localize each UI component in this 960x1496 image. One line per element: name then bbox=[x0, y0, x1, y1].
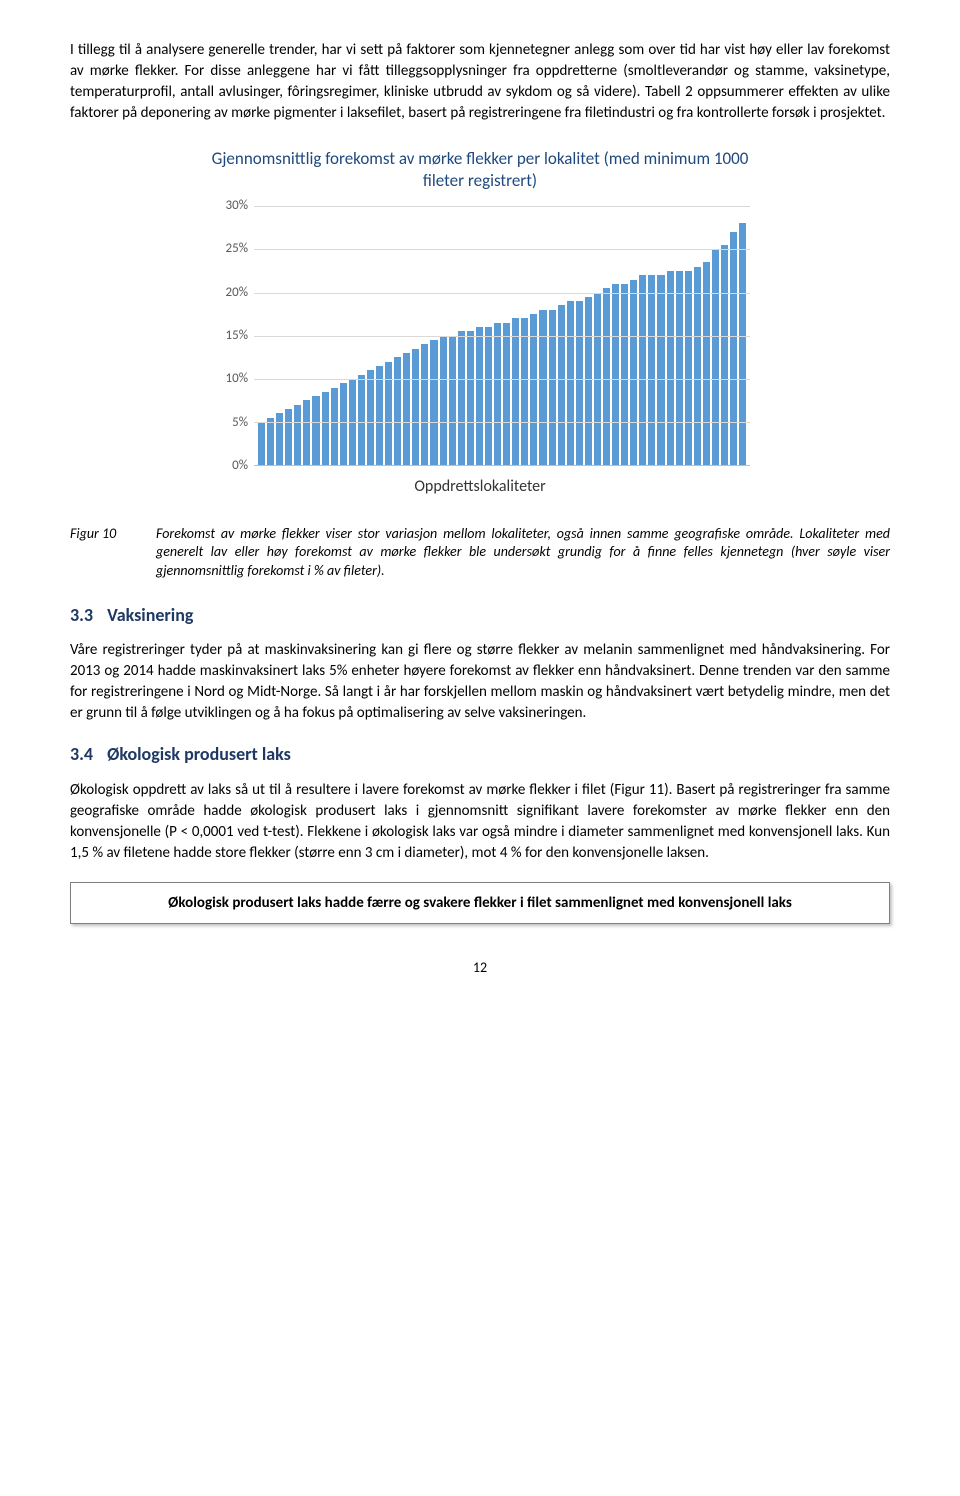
bar bbox=[467, 331, 474, 465]
bar bbox=[667, 271, 674, 465]
bar bbox=[312, 396, 319, 465]
bar bbox=[676, 271, 683, 465]
grid-line bbox=[254, 379, 750, 380]
bar bbox=[539, 310, 546, 465]
bar bbox=[294, 405, 301, 465]
bar bbox=[621, 284, 628, 465]
bar bbox=[285, 409, 292, 465]
bar bbox=[367, 370, 374, 465]
bar bbox=[685, 271, 692, 465]
section-number: 3.3 bbox=[70, 603, 93, 628]
section-heading-3-4: 3.4 Økologisk produsert laks bbox=[70, 742, 890, 767]
section-title: Økologisk produsert laks bbox=[107, 742, 291, 767]
y-tick-label: 30% bbox=[226, 197, 248, 215]
bar bbox=[530, 314, 537, 465]
bar bbox=[603, 288, 610, 465]
chart-plot bbox=[254, 206, 750, 466]
y-tick-label: 20% bbox=[226, 284, 248, 302]
bar bbox=[331, 388, 338, 466]
y-tick-label: 10% bbox=[226, 370, 248, 388]
grid-line bbox=[254, 249, 750, 250]
bar bbox=[440, 336, 447, 466]
y-axis: 0%5%10%15%20%25%30% bbox=[210, 206, 254, 466]
grid-line bbox=[254, 422, 750, 423]
bar bbox=[267, 418, 274, 465]
bar bbox=[558, 305, 565, 465]
bar bbox=[730, 232, 737, 465]
bar bbox=[694, 267, 701, 466]
bar bbox=[657, 275, 664, 465]
bar bbox=[512, 318, 519, 465]
y-tick-label: 25% bbox=[226, 240, 248, 258]
page-number: 12 bbox=[70, 958, 890, 978]
bar bbox=[585, 297, 592, 465]
bar bbox=[739, 223, 746, 465]
bar bbox=[403, 353, 410, 465]
section-title: Vaksinering bbox=[107, 603, 193, 628]
bar bbox=[567, 301, 574, 465]
bar bbox=[322, 392, 329, 465]
grid-line bbox=[254, 206, 750, 207]
bar bbox=[721, 245, 728, 465]
bar bbox=[476, 327, 483, 465]
bar bbox=[612, 284, 619, 465]
bar bbox=[385, 362, 392, 466]
section-3-4-body: Økologisk oppdrett av laks så ut til å r… bbox=[70, 780, 890, 864]
figure-caption: Forekomst av mørke flekker viser stor va… bbox=[156, 525, 890, 582]
chart-title: Gjennomsnittlig forekomst av mørke flekk… bbox=[210, 148, 750, 192]
bar bbox=[412, 349, 419, 466]
bar bbox=[358, 375, 365, 466]
section-number: 3.4 bbox=[70, 742, 93, 767]
bar bbox=[712, 249, 719, 465]
bar bbox=[376, 366, 383, 465]
bar bbox=[258, 422, 265, 465]
bar bbox=[430, 340, 437, 465]
section-heading-3-3: 3.3 Vaksinering bbox=[70, 603, 890, 628]
chart-container: Gjennomsnittlig forekomst av mørke flekk… bbox=[210, 148, 750, 499]
grid-line bbox=[254, 293, 750, 294]
grid-line bbox=[254, 336, 750, 337]
bar bbox=[549, 310, 556, 465]
bar bbox=[485, 327, 492, 465]
bar bbox=[449, 336, 456, 466]
bar bbox=[494, 323, 501, 465]
bar bbox=[394, 357, 401, 465]
bar bbox=[648, 275, 655, 465]
bar bbox=[421, 344, 428, 465]
bar bbox=[639, 275, 646, 465]
y-tick-label: 15% bbox=[226, 327, 248, 345]
y-tick-label: 0% bbox=[232, 457, 248, 475]
y-tick-label: 5% bbox=[232, 414, 248, 432]
bar bbox=[458, 331, 465, 465]
bar bbox=[303, 400, 310, 465]
section-3-3-body: Våre registreringer tyder på at maskinva… bbox=[70, 640, 890, 724]
x-axis-label: Oppdrettslokaliteter bbox=[210, 476, 750, 498]
figure-label: Figur 10 bbox=[70, 525, 156, 582]
figure-caption-row: Figur 10 Forekomst av mørke flekker vise… bbox=[70, 525, 890, 582]
callout-box: Økologisk produsert laks hadde færre og … bbox=[70, 882, 890, 924]
bar bbox=[521, 318, 528, 465]
bar bbox=[503, 323, 510, 465]
chart-area: 0%5%10%15%20%25%30% bbox=[210, 206, 750, 466]
bar bbox=[630, 280, 637, 466]
bar bbox=[576, 301, 583, 465]
intro-paragraph: I tillegg til å analysere generelle tren… bbox=[70, 40, 890, 124]
bar bbox=[340, 383, 347, 465]
